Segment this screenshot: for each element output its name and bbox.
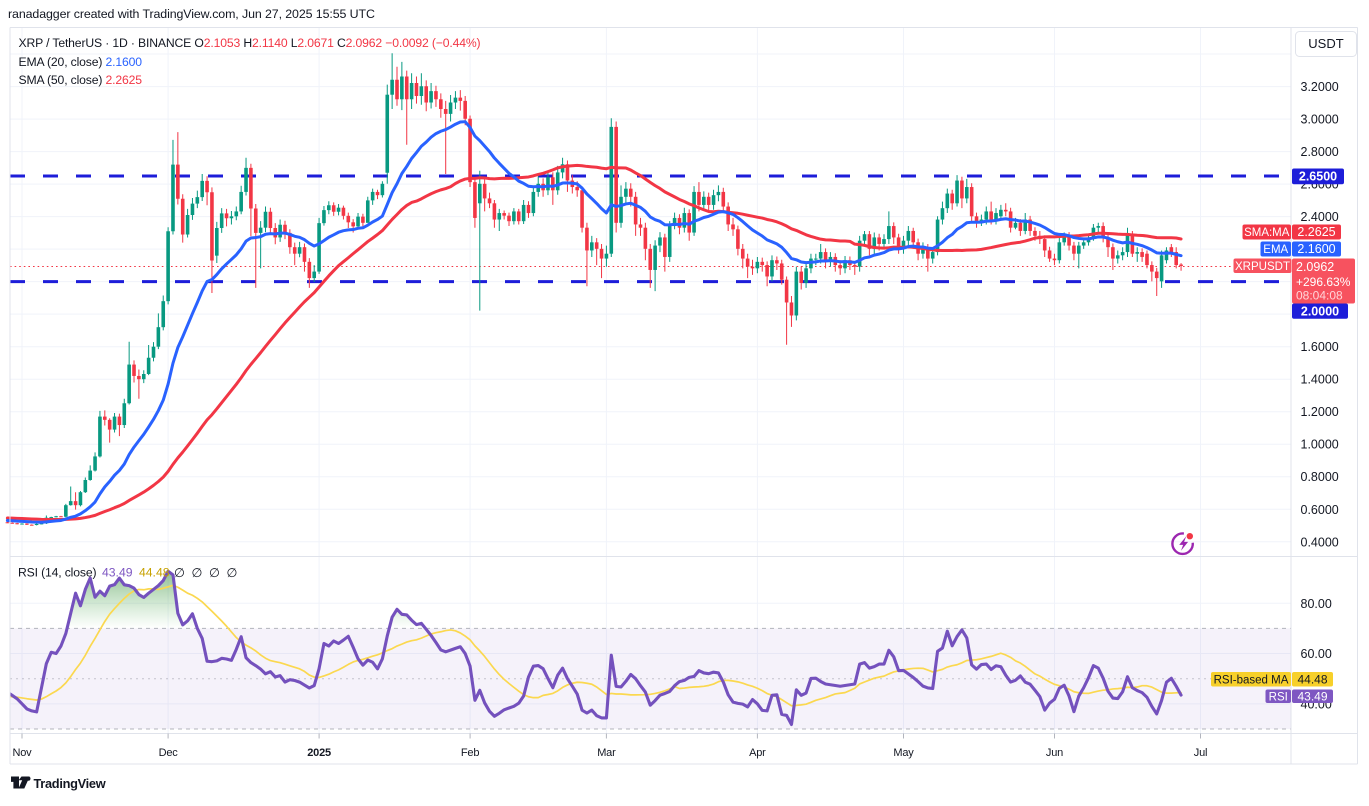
svg-text:1.0000: 1.0000 bbox=[1301, 438, 1339, 452]
svg-text:0.4000: 0.4000 bbox=[1301, 535, 1339, 549]
svg-text:08:04:08: 08:04:08 bbox=[1296, 289, 1343, 303]
svg-text:EMA (20, close) 2.1600: EMA (20, close) 2.1600 bbox=[19, 55, 143, 69]
svg-text:Apr: Apr bbox=[749, 747, 766, 759]
svg-text:XRP / TetherUS · 1D · BINANCE: XRP / TetherUS · 1D · BINANCE O2.1053 H2… bbox=[19, 36, 481, 50]
svg-text:Jul: Jul bbox=[1194, 747, 1207, 759]
svg-text:2.0000: 2.0000 bbox=[1301, 304, 1339, 318]
svg-text:2025: 2025 bbox=[307, 747, 331, 759]
svg-text:TradingView: TradingView bbox=[34, 776, 106, 791]
svg-text:SMA (50, close) 2.2625: SMA (50, close) 2.2625 bbox=[19, 73, 143, 87]
svg-text:Nov: Nov bbox=[13, 747, 33, 759]
svg-text:2.6500: 2.6500 bbox=[1299, 170, 1337, 184]
svg-text:USDT: USDT bbox=[1308, 36, 1343, 51]
svg-text:Mar: Mar bbox=[597, 747, 616, 759]
svg-text:Jun: Jun bbox=[1046, 747, 1063, 759]
svg-text:2.2625: 2.2625 bbox=[1297, 225, 1335, 239]
svg-text:2.0962: 2.0962 bbox=[1296, 260, 1334, 274]
svg-text:43.49: 43.49 bbox=[102, 566, 133, 580]
svg-text:2.4000: 2.4000 bbox=[1301, 210, 1339, 224]
svg-text:2.8000: 2.8000 bbox=[1301, 145, 1339, 159]
svg-text:0.8000: 0.8000 bbox=[1301, 470, 1339, 484]
svg-text:43.49: 43.49 bbox=[1297, 689, 1327, 703]
svg-text:3.0000: 3.0000 bbox=[1301, 113, 1339, 127]
svg-text:+296.63%: +296.63% bbox=[1296, 275, 1351, 289]
svg-text:0.6000: 0.6000 bbox=[1301, 503, 1339, 517]
svg-text:44.48: 44.48 bbox=[1297, 672, 1327, 686]
svg-text:2.1600: 2.1600 bbox=[1297, 242, 1335, 256]
svg-text:Feb: Feb bbox=[461, 747, 479, 759]
svg-text:May: May bbox=[893, 747, 914, 759]
svg-text:ranadagger created with Tradin: ranadagger created with TradingView.com,… bbox=[8, 7, 375, 21]
svg-text:SMA:MA: SMA:MA bbox=[1244, 227, 1290, 239]
svg-text:1.2000: 1.2000 bbox=[1301, 405, 1339, 419]
svg-text:RSI (14, close): RSI (14, close) bbox=[18, 566, 96, 580]
svg-text:RSI: RSI bbox=[1269, 691, 1288, 703]
svg-text:1.6000: 1.6000 bbox=[1301, 340, 1339, 354]
svg-text:3.2000: 3.2000 bbox=[1301, 80, 1339, 94]
svg-text:60.00: 60.00 bbox=[1301, 647, 1332, 661]
svg-text:RSI-based MA: RSI-based MA bbox=[1214, 674, 1289, 686]
svg-text:44.48: 44.48 bbox=[139, 566, 170, 580]
svg-text:XRPUSDT: XRPUSDT bbox=[1235, 261, 1290, 273]
svg-text:Dec: Dec bbox=[159, 747, 179, 759]
svg-text:1.4000: 1.4000 bbox=[1301, 373, 1339, 387]
svg-text:80.00: 80.00 bbox=[1301, 597, 1332, 611]
svg-text:∅∅∅∅: ∅∅∅∅ bbox=[174, 566, 244, 580]
svg-text:EMA: EMA bbox=[1263, 244, 1288, 256]
